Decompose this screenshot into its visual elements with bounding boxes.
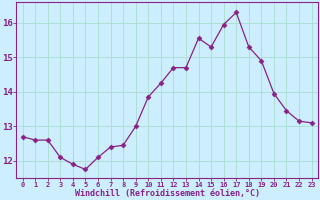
X-axis label: Windchill (Refroidissement éolien,°C): Windchill (Refroidissement éolien,°C)	[75, 189, 260, 198]
